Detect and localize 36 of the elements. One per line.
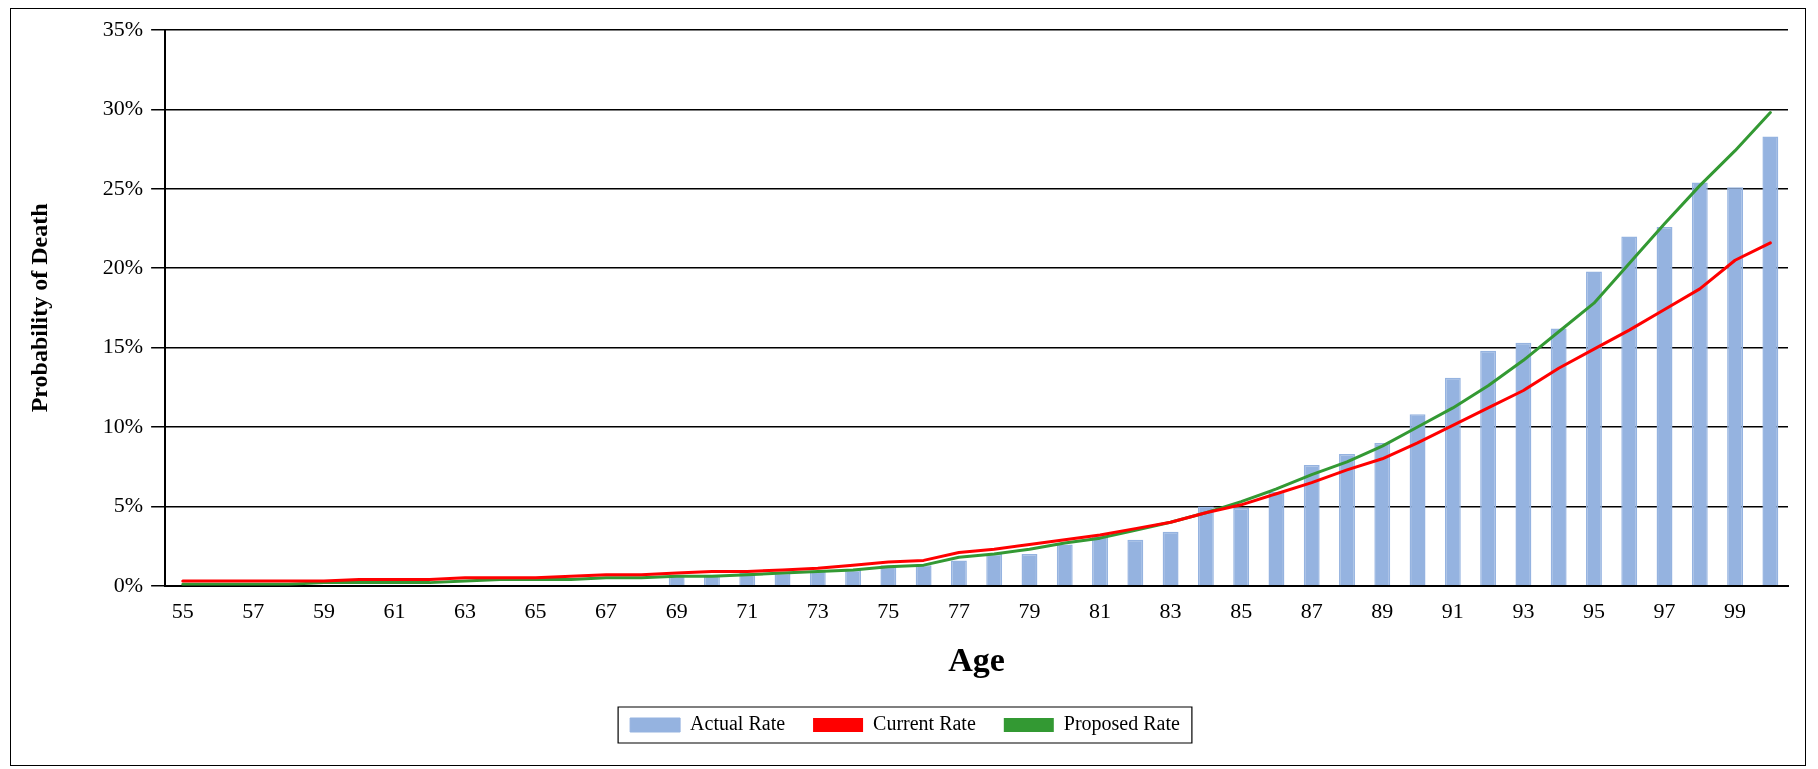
x-tick-label: 73 bbox=[806, 597, 829, 623]
x-tick-label: 69 bbox=[665, 597, 688, 623]
x-tick-label: 67 bbox=[595, 597, 618, 623]
x-tick-label: 59 bbox=[312, 597, 335, 623]
x-tick-label: 77 bbox=[947, 597, 970, 623]
x-tick-label: 87 bbox=[1300, 597, 1323, 623]
legend-label: Proposed Rate bbox=[1063, 712, 1181, 736]
y-axis-title: Probability of Death bbox=[25, 203, 52, 413]
x-axis-title: Age bbox=[948, 641, 1005, 679]
y-tick-label: 5% bbox=[113, 492, 144, 518]
x-tick-label: 99 bbox=[1724, 597, 1747, 623]
x-tick-label: 65 bbox=[524, 597, 547, 623]
y-tick-label: 30% bbox=[102, 95, 144, 121]
y-tick-label: 10% bbox=[102, 412, 144, 438]
x-tick-label: 61 bbox=[383, 597, 406, 623]
x-tick-label: 83 bbox=[1159, 597, 1182, 623]
x-tick-label: 97 bbox=[1653, 597, 1676, 623]
x-tick-label: 75 bbox=[877, 597, 900, 623]
y-tick-label: 20% bbox=[102, 253, 144, 279]
y-tick-label: 15% bbox=[102, 333, 144, 359]
x-tick-label: 55 bbox=[171, 597, 194, 623]
x-tick-label: 63 bbox=[454, 597, 477, 623]
x-tick-label: 71 bbox=[736, 597, 759, 623]
x-tick-label: 85 bbox=[1230, 597, 1253, 623]
legend-label: Current Rate bbox=[873, 712, 976, 735]
legend-label: Actual Rate bbox=[690, 712, 786, 735]
y-tick-label: 25% bbox=[102, 174, 144, 200]
x-tick-label: 57 bbox=[242, 597, 265, 623]
x-tick-label: 81 bbox=[1089, 597, 1112, 623]
x-tick-label: 93 bbox=[1512, 597, 1535, 623]
x-tick-label: 91 bbox=[1441, 597, 1464, 623]
x-tick-label: 95 bbox=[1582, 597, 1605, 623]
y-tick-label: 0% bbox=[113, 571, 144, 597]
y-tick-label: 35% bbox=[102, 15, 144, 41]
x-tick-label: 89 bbox=[1371, 597, 1394, 623]
x-tick-label: 79 bbox=[1018, 597, 1041, 623]
